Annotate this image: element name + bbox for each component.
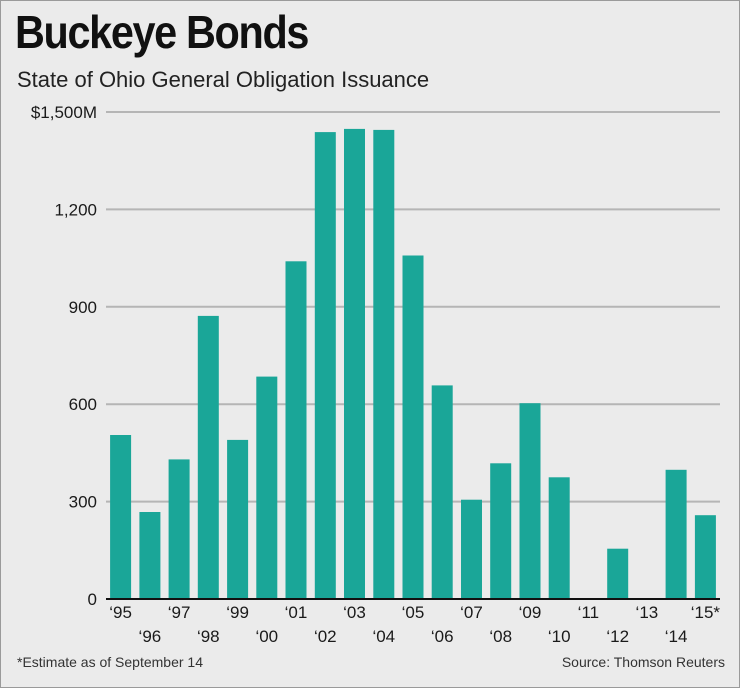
x-tick-label: ‘07 — [460, 603, 483, 622]
x-tick-label: ‘13 — [636, 603, 659, 622]
x-tick-label: ‘98 — [197, 627, 220, 646]
bar — [548, 477, 570, 600]
bar — [431, 385, 453, 599]
x-tick-label: ‘00 — [255, 627, 278, 646]
y-tick-label: 600 — [69, 395, 97, 414]
bar — [519, 403, 541, 599]
chart-subtitle: State of Ohio General Obligation Issuanc… — [17, 67, 430, 92]
source-credit: Source: Thomson Reuters — [561, 654, 725, 670]
x-tick-label: ‘14 — [665, 627, 688, 646]
x-tick-label: ‘10 — [548, 627, 571, 646]
x-tick-label: ‘06 — [431, 627, 454, 646]
x-tick-label: ‘08 — [489, 627, 512, 646]
y-tick-label: 1,200 — [54, 200, 97, 219]
bar — [168, 459, 190, 599]
y-tick-label: 900 — [69, 298, 97, 317]
x-tick-label: ‘95 — [109, 603, 132, 622]
x-tick-label: ‘02 — [314, 627, 337, 646]
bar — [314, 132, 336, 599]
y-tick-label: 0 — [88, 590, 97, 609]
x-tick-label: ‘11 — [578, 603, 599, 622]
y-tick-label: 300 — [69, 493, 97, 512]
bar — [694, 515, 716, 599]
footnote: *Estimate as of September 14 — [17, 654, 203, 670]
x-tick-label: ‘96 — [139, 627, 162, 646]
x-axis-ticks: ‘95 ‘96 ‘97 ‘98 ‘99 ‘00 ‘01 ‘02 ‘03 ‘04 ‘05 ‘06 ‘07 ‘… — [109, 603, 720, 646]
bar — [344, 128, 365, 599]
chart-title: Buckeye Bonds — [15, 6, 309, 58]
bar — [110, 435, 132, 599]
bar — [402, 255, 424, 599]
x-tick-label: ‘05 — [402, 603, 425, 622]
bars — [110, 128, 716, 600]
x-tick-label: ‘12 — [606, 627, 629, 646]
x-tick-label: ‘09 — [519, 603, 542, 622]
bar — [256, 376, 278, 599]
bar — [490, 463, 512, 599]
bar — [139, 512, 161, 599]
x-tick-label: ‘99 — [226, 603, 249, 622]
bar — [607, 548, 629, 599]
bar — [285, 261, 307, 599]
x-tick-label: ‘15* — [691, 603, 721, 622]
y-tick-label: $1,500M — [31, 103, 97, 122]
x-tick-label: ‘04 — [372, 627, 395, 646]
bar — [227, 439, 249, 599]
bar — [373, 129, 395, 599]
y-axis-ticks: 0 300 600 900 1,200 $1,500M — [31, 103, 97, 609]
bar — [197, 315, 219, 599]
x-tick-label: ‘97 — [168, 603, 191, 622]
x-tick-label: ‘01 — [285, 603, 308, 622]
bar — [461, 499, 482, 599]
bar — [665, 469, 687, 599]
x-tick-label: ‘03 — [343, 603, 366, 622]
